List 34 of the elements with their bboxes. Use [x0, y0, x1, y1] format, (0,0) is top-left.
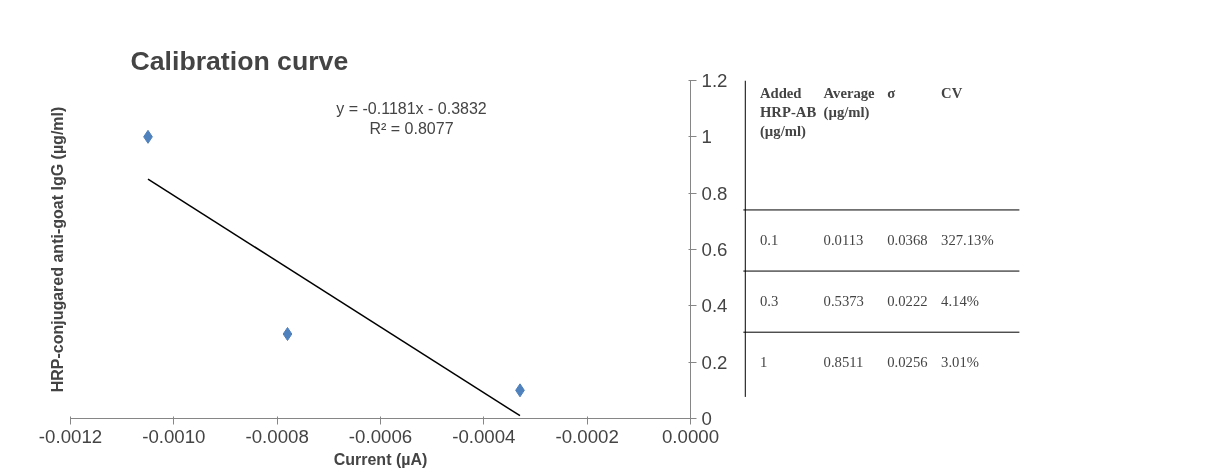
category-label: σ — [887, 84, 896, 101]
x-tick-label: -0.0010 — [142, 425, 206, 447]
category-label: Added HRP-AB (µg/ml) — [759, 84, 817, 141]
y-tick-label: 0.8 — [701, 182, 728, 204]
point — [282, 327, 293, 341]
y-tick-label: 0.4 — [701, 295, 728, 317]
text: 0.1 — [759, 232, 779, 249]
y-tick-label: 1 — [701, 126, 712, 148]
category-label: CV — [941, 84, 963, 101]
text: 0.0222 — [887, 293, 928, 310]
x-tick-label: -0.0012 — [38, 425, 103, 447]
text: 4.14% — [941, 293, 979, 310]
y-tick-label: 0.6 — [701, 239, 728, 260]
category-label: Average (µg/ml) — [823, 84, 876, 122]
x-tick-label: -0.0002 — [555, 425, 619, 447]
annotation: R² = 0.8077 — [369, 119, 454, 137]
text: 0.0256 — [887, 354, 928, 371]
text: 1 — [759, 354, 768, 371]
text: 0.5373 — [823, 293, 864, 310]
chart-title: Calibration curve — [130, 45, 349, 76]
text: 0.3 — [759, 293, 779, 310]
y-tick-label: 1.2 — [701, 70, 728, 91]
text: 3.01% — [941, 354, 979, 371]
y-axis-title: HRP-conjugared anti-goat IgG (µg/ml) — [48, 106, 66, 393]
text: 327.13% — [941, 232, 994, 249]
x-tick-label: -0.0008 — [245, 425, 309, 447]
text: 0.8511 — [823, 354, 864, 371]
x-tick-label: -0.0004 — [452, 425, 516, 447]
x-axis-title: Current (µA) — [333, 450, 428, 468]
text: 0.0113 — [823, 232, 864, 249]
y-tick-label: 0.2 — [701, 351, 728, 373]
annotation: y = -0.1181x - 0.3832 — [336, 100, 487, 118]
x-tick-label: -0.0006 — [348, 425, 413, 447]
text: 0.0368 — [887, 232, 928, 249]
